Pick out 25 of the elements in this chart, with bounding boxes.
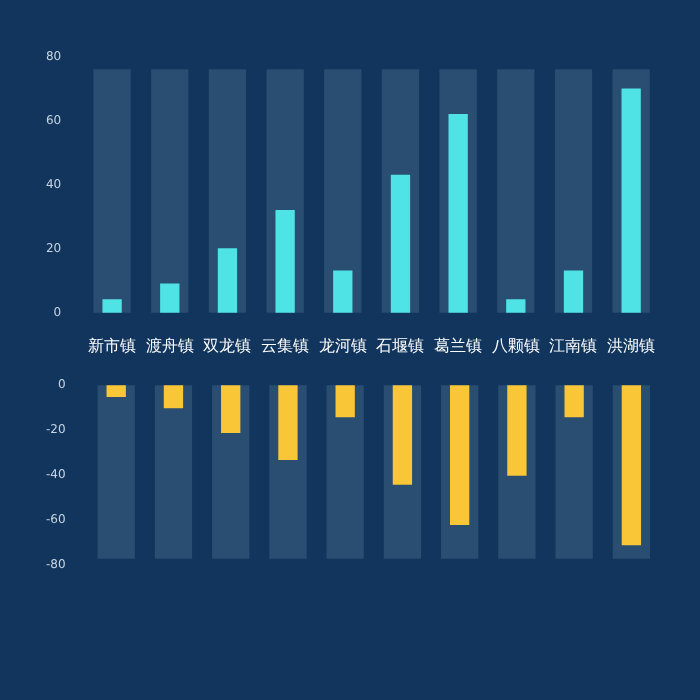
bar <box>324 69 362 313</box>
x-tick-label: 江南镇 <box>549 336 598 355</box>
bar <box>151 69 189 313</box>
x-tick-label: 双龙镇 <box>203 336 252 355</box>
bar <box>102 299 122 313</box>
x-tick-label: 龙河镇 <box>318 336 367 355</box>
bar <box>497 69 535 313</box>
bar <box>275 209 295 313</box>
x-tick-label: 石堰镇 <box>376 336 425 355</box>
x-tick-label: 八颗镇 <box>491 336 540 355</box>
x-tick-label: 洪湖镇 <box>607 336 656 355</box>
bar <box>390 174 411 313</box>
x-tick-label: 葛兰镇 <box>434 336 483 355</box>
bar <box>448 114 468 313</box>
x-tick-label: 新市镇 <box>88 336 137 355</box>
bar <box>563 270 584 313</box>
bar <box>621 88 641 313</box>
x-tick-label: 云集镇 <box>261 336 310 355</box>
bar <box>554 69 593 313</box>
bar <box>217 248 238 313</box>
bar <box>333 270 353 313</box>
bar <box>506 299 526 313</box>
bar <box>93 69 131 313</box>
bar <box>160 283 180 313</box>
x-tick-label: 渡舟镇 <box>145 336 194 355</box>
